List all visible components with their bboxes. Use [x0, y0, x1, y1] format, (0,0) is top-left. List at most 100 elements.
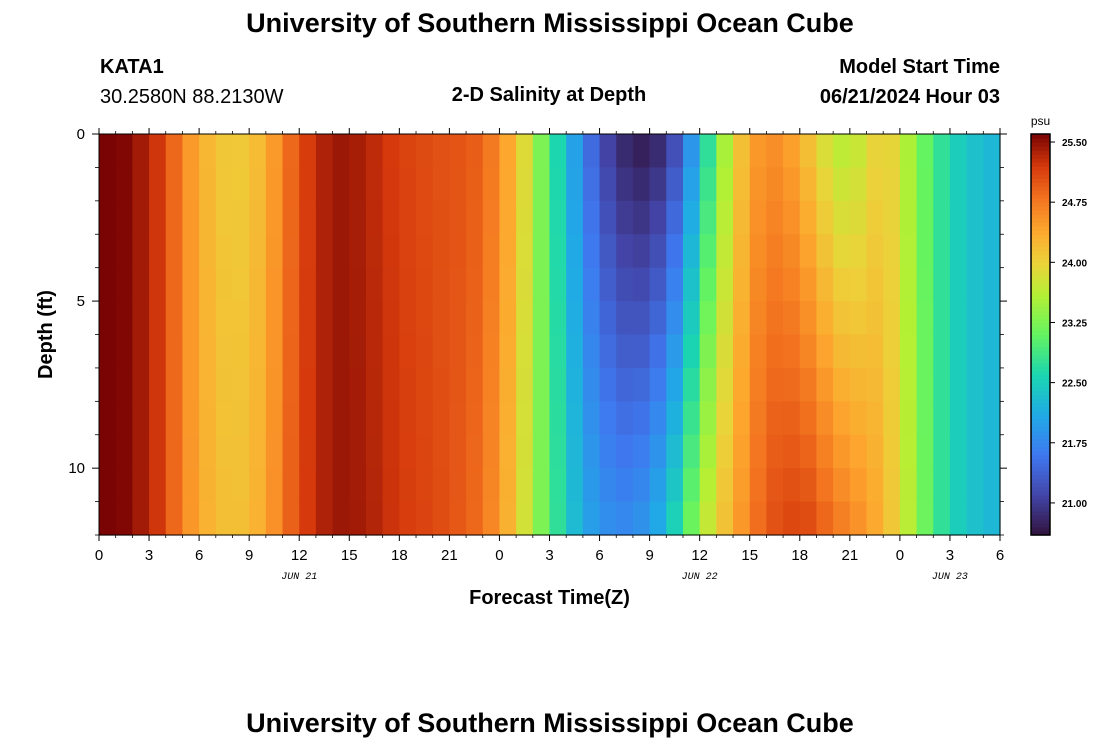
heatmap-cell — [682, 401, 701, 436]
heatmap-cell — [482, 134, 501, 169]
heatmap-cell — [599, 367, 617, 402]
heatmap-cell — [249, 401, 267, 436]
heatmap-cell — [482, 167, 501, 202]
heatmap-cell — [983, 301, 1001, 336]
heatmap-cell — [716, 267, 734, 302]
heatmap-cell — [282, 267, 300, 302]
colorbar-segment — [1031, 350, 1050, 356]
heatmap-cell — [549, 501, 567, 536]
heatmap-cell — [115, 367, 133, 402]
heatmap-cell — [399, 367, 417, 402]
x-axis-title: Forecast Time(Z) — [469, 587, 630, 609]
heatmap-cell — [432, 367, 450, 402]
heatmap-cell — [616, 234, 634, 269]
heatmap-cell — [966, 367, 984, 402]
y-axis-title: Depth (ft) — [35, 290, 57, 379]
heatmap-cell — [315, 301, 334, 336]
heatmap-cell — [599, 301, 617, 336]
heatmap-cell — [99, 301, 117, 336]
heatmap-cell — [165, 367, 184, 402]
heatmap-cell — [349, 267, 367, 302]
heatmap-cell — [332, 267, 350, 302]
heatmap-cell — [966, 434, 984, 469]
heatmap-cell — [716, 334, 734, 369]
colorbar-segment — [1031, 498, 1050, 504]
heatmap-cell — [399, 301, 417, 336]
colorbar-segment — [1031, 226, 1050, 231]
heatmap-cell — [315, 200, 334, 235]
heatmap-cell — [249, 301, 267, 336]
heatmap-cell — [499, 334, 517, 369]
heatmap-cell — [949, 267, 968, 302]
heatmap-cell — [532, 134, 551, 169]
heatmap-cell — [99, 200, 117, 235]
colorbar-segment — [1031, 418, 1050, 424]
heatmap-cell — [899, 301, 918, 336]
heatmap-cell — [132, 234, 150, 269]
colorbar-segment — [1031, 494, 1050, 500]
heatmap-cell — [365, 134, 384, 169]
heatmap-cell — [566, 234, 584, 269]
heatmap-cell — [499, 301, 517, 336]
colorbar-segment — [1031, 434, 1050, 440]
heatmap-cell — [599, 167, 617, 202]
colorbar-segment — [1031, 430, 1050, 436]
heatmap-cell — [199, 367, 217, 402]
heatmap-cell — [499, 367, 517, 402]
colorbar-segment — [1031, 362, 1050, 368]
heatmap-cell — [816, 434, 834, 469]
heatmap-cell — [499, 501, 517, 536]
heatmap-cell — [949, 167, 968, 202]
heatmap-cell — [866, 401, 884, 436]
heatmap-cell — [149, 134, 167, 169]
x-tick-label: 21 — [841, 547, 858, 564]
heatmap-cell — [349, 334, 367, 369]
heatmap-cell — [883, 200, 901, 235]
heatmap-cell — [966, 501, 984, 536]
heatmap-cell — [766, 267, 784, 302]
heatmap-cell — [632, 301, 651, 336]
heatmap-cell — [849, 234, 868, 269]
heatmap-cell — [115, 167, 133, 202]
colorbar-segment — [1031, 250, 1050, 255]
heatmap-cell — [866, 134, 884, 169]
heatmap-cell — [916, 367, 934, 402]
heatmap-cell — [749, 334, 768, 369]
heatmap-cell — [516, 401, 534, 436]
colorbar-segment — [1031, 414, 1050, 420]
heatmap-cell — [265, 134, 284, 169]
colorbar-segment — [1031, 294, 1050, 300]
heatmap-cell — [866, 468, 884, 503]
heatmap-cell — [599, 468, 617, 503]
heatmap-cell — [115, 334, 133, 369]
heatmap-cell — [232, 367, 250, 402]
heatmap-cell — [816, 200, 834, 235]
colorbar-segment — [1031, 278, 1050, 283]
heatmap-cell — [933, 234, 951, 269]
heatmap-cell — [749, 434, 768, 469]
colorbar-segment — [1031, 450, 1050, 456]
heatmap-cell — [416, 501, 434, 536]
heatmap-cell — [566, 401, 584, 436]
heatmap-cell — [833, 367, 851, 402]
heatmap-cell — [949, 367, 968, 402]
heatmap-cell — [399, 234, 417, 269]
heatmap-cell — [432, 167, 450, 202]
heatmap-cell — [749, 200, 768, 235]
heatmap-cell — [282, 134, 300, 169]
heatmap-cell — [432, 234, 450, 269]
heatmap-cell — [983, 367, 1001, 402]
heatmap-cell — [265, 501, 284, 536]
colorbar-segment — [1031, 282, 1050, 287]
date-label: JUN 21 — [281, 572, 317, 583]
heatmap-cell — [883, 401, 901, 436]
heatmap-cell — [699, 334, 717, 369]
heatmap-cell — [282, 501, 300, 536]
heatmap-cell — [99, 234, 117, 269]
heatmap-cell — [632, 401, 651, 436]
heatmap-cell — [566, 167, 584, 202]
heatmap-cell — [949, 134, 968, 169]
heatmap-cell — [799, 501, 818, 536]
colorbar-segment — [1031, 426, 1050, 432]
colorbar-segment — [1031, 154, 1050, 159]
